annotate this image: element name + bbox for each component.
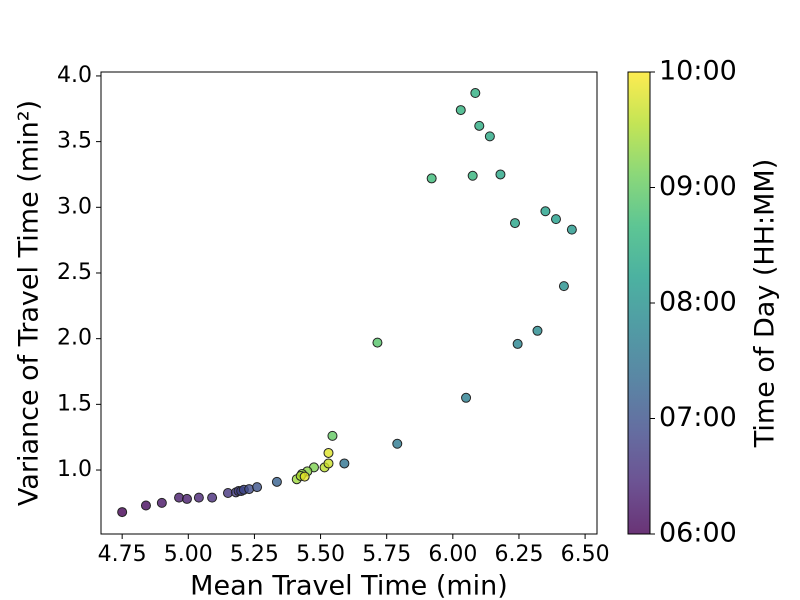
point — [495, 169, 506, 180]
x-tick-label: 4.75 — [98, 542, 147, 567]
colorbar — [627, 71, 651, 535]
x-tick-label: 6.00 — [428, 542, 477, 567]
colorbar-tick-label: 06:00 — [659, 518, 737, 549]
y-axis-label: Variance of Travel Time (min²) — [14, 100, 45, 506]
point — [140, 500, 151, 511]
x-tick-label: 5.50 — [296, 542, 345, 567]
point — [474, 120, 485, 131]
point — [372, 337, 383, 348]
point — [455, 105, 466, 116]
point — [566, 224, 577, 235]
colorbar-tick-label: 07:00 — [659, 402, 737, 433]
colorbar-tick-label: 08:00 — [659, 287, 737, 318]
point — [426, 173, 437, 184]
y-tick-label: 3.5 — [57, 129, 92, 154]
point — [323, 458, 334, 469]
point — [339, 458, 350, 469]
point — [550, 214, 561, 225]
colorbar-label: Time of Day (HH:MM) — [750, 159, 781, 449]
point — [461, 392, 472, 403]
plot-area — [100, 71, 598, 535]
point — [323, 447, 334, 458]
y-tick-label: 4.0 — [57, 63, 92, 88]
point — [532, 325, 543, 336]
x-tick-label: 5.25 — [230, 542, 279, 567]
x-tick-label: 6.25 — [494, 542, 543, 567]
point — [252, 482, 263, 493]
colorbar-tick-label: 10:00 — [659, 56, 737, 87]
point — [271, 476, 282, 487]
colorbar-tick-label: 09:00 — [659, 171, 737, 202]
point — [484, 131, 495, 142]
y-tick-label: 2.5 — [57, 260, 92, 285]
y-tick-label: 2.0 — [57, 326, 92, 351]
y-tick-label: 3.0 — [57, 194, 92, 219]
point — [512, 338, 523, 349]
y-tick-label: 1.0 — [57, 457, 92, 482]
point — [327, 430, 338, 441]
point — [117, 507, 128, 518]
point — [540, 206, 551, 217]
point — [156, 497, 167, 508]
point — [467, 170, 478, 181]
x-axis-label: Mean Travel Time (min) — [190, 571, 508, 600]
x-tick-label: 6.50 — [561, 542, 610, 567]
x-tick-label: 5.00 — [164, 542, 213, 567]
point — [470, 88, 481, 99]
point — [392, 438, 403, 449]
point — [193, 492, 204, 503]
point — [299, 471, 310, 482]
point — [207, 492, 218, 503]
x-tick-label: 5.75 — [362, 542, 411, 567]
point — [509, 218, 520, 229]
point — [558, 281, 569, 292]
point — [181, 493, 192, 504]
y-tick-label: 1.5 — [57, 391, 92, 416]
